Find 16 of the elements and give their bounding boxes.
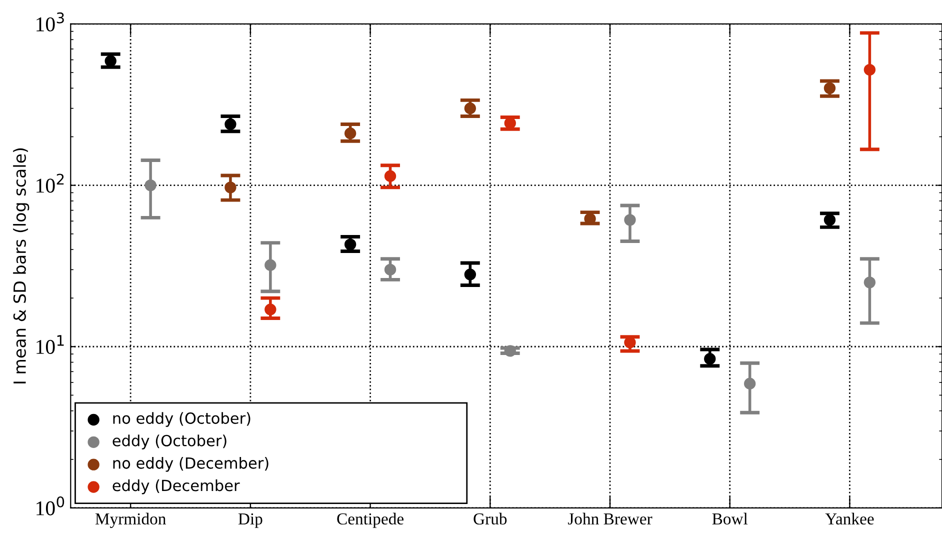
y-axis-title: I mean & SD bars (log scale) — [13, 148, 30, 384]
legend-label: no eddy (October) — [113, 412, 250, 427]
x-tick-label: Dip — [238, 513, 262, 528]
x-tick-label: Bowl — [712, 512, 748, 525]
x-tick-label: John Brewer — [568, 512, 652, 525]
y-tick-label: 10$^{2}$ — [36, 174, 64, 193]
y-tick-label: 10$^{0}$ — [36, 496, 64, 516]
x-tick-label: Centipede — [337, 512, 404, 528]
y-tick-label: 10$^{3}$ — [36, 12, 64, 32]
legend-label: eddy (October) — [112, 434, 226, 450]
y-tick-label: 10$^{1}$ — [36, 335, 64, 354]
x-tick-label: Myrmidon — [95, 512, 166, 528]
x-tick-label: Yankee — [825, 512, 874, 525]
legend-label: eddy (December — [112, 479, 240, 494]
legend-label: no eddy (December) — [113, 456, 268, 472]
x-tick-label: Grub — [474, 512, 507, 525]
